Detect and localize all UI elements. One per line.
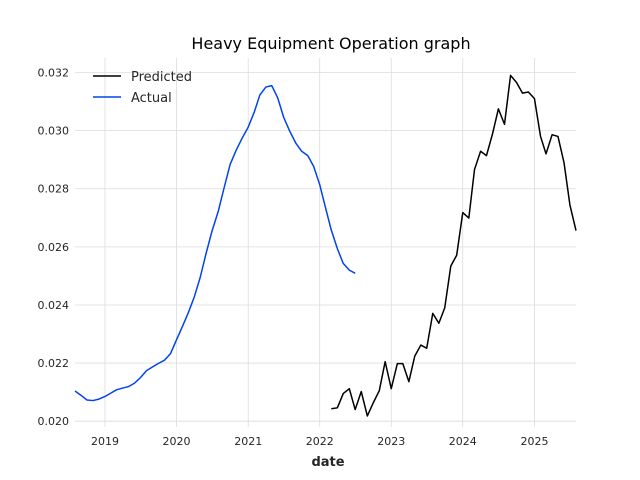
- legend: Predicted Actual: [93, 70, 192, 106]
- y-tick-label: 0.028: [38, 183, 70, 196]
- chart-title: Heavy Equipment Operation graph: [191, 34, 470, 53]
- legend-label-predicted: Predicted: [131, 70, 192, 85]
- y-tick-label: 0.032: [38, 67, 70, 80]
- x-tick-label: 2024: [449, 435, 477, 448]
- tick-layer: 2019 2020 2021 2022 2023 2024 2025 0.020 0.022 0.…: [38, 67, 549, 448]
- x-tick-label: 2020: [162, 435, 190, 448]
- series-line-predicted: [331, 74, 577, 417]
- series-line-actual: [74, 84, 356, 402]
- y-tick-label: 0.022: [38, 357, 70, 370]
- y-tick-label: 0.020: [38, 415, 70, 428]
- x-axis-label: date: [311, 455, 344, 470]
- series-layer: [74, 74, 577, 417]
- y-tick-label: 0.024: [38, 299, 70, 312]
- x-tick-label: 2021: [234, 435, 262, 448]
- x-tick-label: 2022: [306, 435, 334, 448]
- x-tick-label: 2023: [377, 435, 405, 448]
- legend-label-actual: Actual: [131, 91, 172, 106]
- x-tick-label: 2019: [91, 435, 119, 448]
- grid-layer: [75, 58, 576, 427]
- y-tick-label: 0.030: [38, 125, 70, 138]
- x-tick-label: 2025: [520, 435, 548, 448]
- y-tick-label: 0.026: [38, 241, 70, 254]
